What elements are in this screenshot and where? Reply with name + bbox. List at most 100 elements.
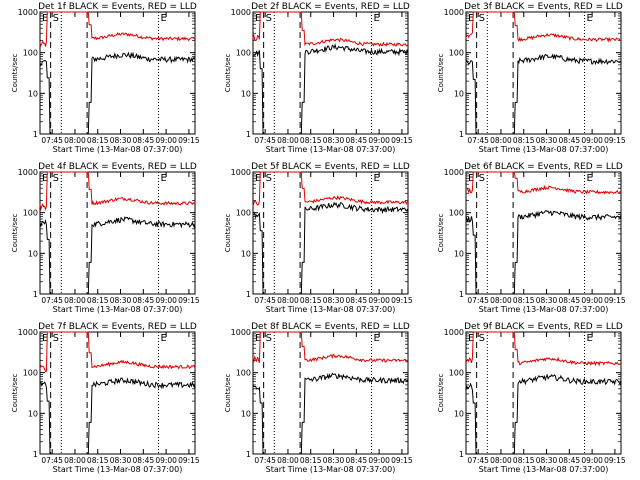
panel-title: Det 4f BLACK = Events, RED = LLD bbox=[38, 162, 197, 172]
lld-rate-line bbox=[465, 331, 622, 367]
panel-title: Det 2f BLACK = Events, RED = LLD bbox=[251, 2, 410, 12]
x-tick-label: 08:15 bbox=[513, 136, 535, 145]
x-tick-label: 08:15 bbox=[87, 136, 109, 145]
y-tick-label: 1 bbox=[459, 130, 464, 139]
y-tick-label: 10 bbox=[241, 249, 251, 258]
plot-frame bbox=[465, 171, 622, 295]
y-tick-label: 10 bbox=[454, 409, 464, 418]
x-tick-label: 08:30 bbox=[110, 456, 132, 465]
x-tick-label: 09:15 bbox=[178, 456, 200, 465]
x-tick-label: 09:00 bbox=[368, 296, 390, 305]
y-tick-label: 1000 bbox=[444, 328, 464, 337]
x-tick-label: 09:00 bbox=[581, 136, 603, 145]
x-tick-label: 08:45 bbox=[559, 136, 581, 145]
x-tick-label: 08:00 bbox=[277, 296, 299, 305]
events-rate-line bbox=[252, 372, 409, 455]
panel-title: Det 5f BLACK = Events, RED = LLD bbox=[251, 162, 410, 172]
x-axis-label: Start Time (13-Mar-08 07:37:00) bbox=[479, 465, 609, 474]
x-axis-label: Start Time (13-Mar-08 07:37:00) bbox=[53, 145, 183, 154]
y-tick-label: 1 bbox=[33, 290, 38, 299]
plot-frame bbox=[252, 11, 409, 135]
y-tick-label: 1000 bbox=[444, 168, 464, 177]
panel-title: Det 8f BLACK = Events, RED = LLD bbox=[251, 322, 410, 332]
y-tick-label: 10 bbox=[28, 89, 38, 98]
panel-3: Det 3f BLACK = Events, RED = LLD 1 10 100 10… bbox=[437, 2, 626, 154]
panel-1: Det 1f BLACK = Events, RED = LLD 1 10 100 10… bbox=[11, 2, 200, 154]
x-tick-label: 08:45 bbox=[346, 136, 368, 145]
y-tick-label: 100 bbox=[449, 369, 464, 378]
x-tick-label: 08:30 bbox=[536, 296, 558, 305]
marker-letter: S bbox=[266, 13, 272, 24]
events-rate-line bbox=[252, 201, 409, 295]
marker-letter: E bbox=[468, 13, 474, 24]
x-tick-label: 08:30 bbox=[323, 456, 345, 465]
x-tick-label: 07:45 bbox=[467, 136, 489, 145]
x-tick-label: 08:30 bbox=[323, 136, 345, 145]
y-axis-label: Counts/sec bbox=[437, 374, 445, 413]
y-tick-label: 1 bbox=[246, 130, 251, 139]
x-axis-label: Start Time (13-Mar-08 07:37:00) bbox=[479, 305, 609, 314]
y-axis-label: Counts/sec bbox=[437, 54, 445, 93]
plot-frame bbox=[252, 171, 409, 295]
y-tick-label: 100 bbox=[236, 369, 251, 378]
x-tick-label: 09:00 bbox=[581, 456, 603, 465]
events-rate-line bbox=[39, 216, 196, 295]
y-tick-label: 100 bbox=[449, 49, 464, 58]
y-axis-label: Counts/sec bbox=[437, 214, 445, 253]
marker-letter: E bbox=[587, 333, 593, 344]
x-tick-label: 08:15 bbox=[513, 296, 535, 305]
plot-frame bbox=[465, 11, 622, 135]
lld-rate-line bbox=[39, 331, 196, 372]
x-tick-label: 07:45 bbox=[254, 296, 276, 305]
x-tick-label: 09:00 bbox=[368, 456, 390, 465]
x-axis-label: Start Time (13-Mar-08 07:37:00) bbox=[53, 465, 183, 474]
panel-title: Det 1f BLACK = Events, RED = LLD bbox=[38, 2, 197, 12]
plot-frame bbox=[39, 331, 196, 455]
y-tick-label: 1 bbox=[33, 450, 38, 459]
y-tick-label: 1000 bbox=[18, 328, 38, 337]
x-tick-label: 08:45 bbox=[133, 296, 155, 305]
marker-letter: E bbox=[42, 13, 48, 24]
x-tick-label: 09:00 bbox=[581, 296, 603, 305]
x-axis-label: Start Time (13-Mar-08 07:37:00) bbox=[266, 145, 396, 154]
x-tick-label: 08:00 bbox=[64, 296, 86, 305]
marker-letter: S bbox=[53, 13, 59, 24]
x-tick-label: 08:45 bbox=[133, 456, 155, 465]
x-tick-label: 08:15 bbox=[300, 296, 322, 305]
x-tick-label: 09:15 bbox=[391, 136, 413, 145]
y-axis-label: Counts/sec bbox=[11, 54, 19, 93]
marker-letter: S bbox=[479, 13, 485, 24]
y-axis-label: Counts/sec bbox=[224, 54, 232, 93]
y-tick-label: 1000 bbox=[231, 8, 251, 17]
events-rate-line bbox=[465, 53, 622, 135]
x-tick-label: 08:15 bbox=[300, 136, 322, 145]
y-tick-label: 1 bbox=[246, 450, 251, 459]
y-tick-label: 100 bbox=[236, 209, 251, 218]
y-tick-label: 1000 bbox=[18, 8, 38, 17]
x-tick-label: 08:30 bbox=[323, 296, 345, 305]
y-tick-label: 10 bbox=[28, 409, 38, 418]
y-tick-label: 100 bbox=[236, 49, 251, 58]
marker-letter: S bbox=[53, 173, 59, 184]
lld-rate-line bbox=[252, 331, 409, 363]
y-tick-label: 1000 bbox=[444, 8, 464, 17]
marker-letter: E bbox=[468, 173, 474, 184]
y-axis-label: Counts/sec bbox=[224, 374, 232, 413]
events-rate-line bbox=[252, 43, 409, 135]
marker-letter: E bbox=[161, 13, 167, 24]
marker-letter: E bbox=[374, 13, 380, 24]
lld-rate-line bbox=[465, 171, 622, 195]
x-tick-label: 07:45 bbox=[254, 136, 276, 145]
lld-rate-line bbox=[465, 11, 622, 43]
panel-6: Det 6f BLACK = Events, RED = LLD 1 10 100 10… bbox=[437, 162, 626, 314]
marker-letter: E bbox=[255, 333, 261, 344]
marker-letter: E bbox=[255, 13, 261, 24]
x-tick-label: 09:15 bbox=[178, 136, 200, 145]
panel-title: Det 6f BLACK = Events, RED = LLD bbox=[464, 162, 623, 172]
x-tick-label: 08:15 bbox=[300, 456, 322, 465]
panel-8: Det 8f BLACK = Events, RED = LLD 1 10 100 10… bbox=[224, 322, 413, 474]
y-tick-label: 10 bbox=[454, 249, 464, 258]
x-tick-label: 08:45 bbox=[346, 296, 368, 305]
x-tick-label: 07:45 bbox=[41, 456, 63, 465]
